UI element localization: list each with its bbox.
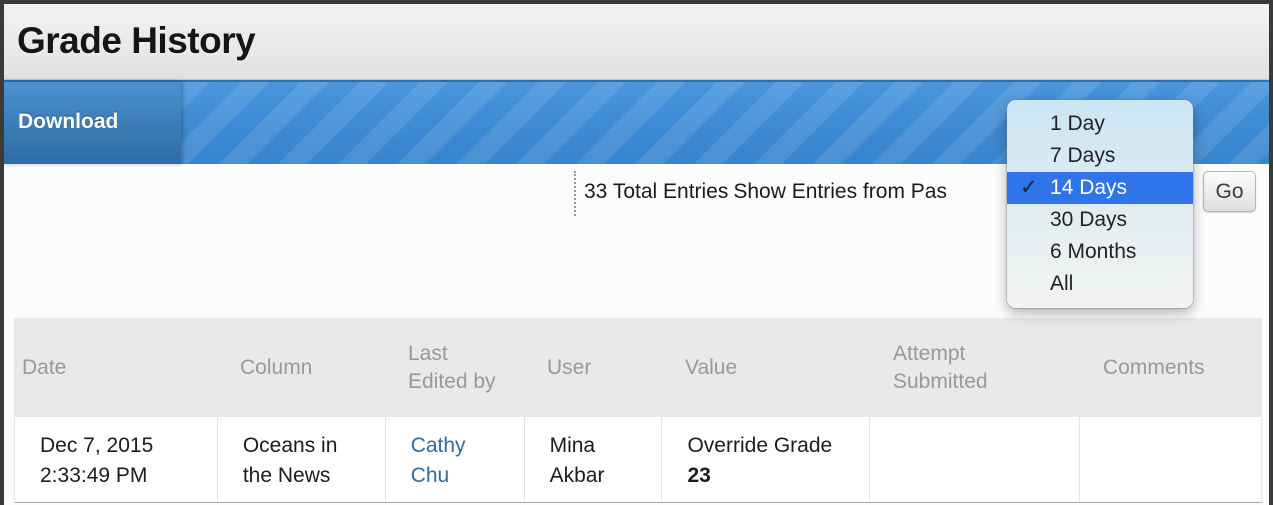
column-header-date: Date	[22, 355, 67, 379]
dotted-divider	[574, 171, 576, 216]
page-title: Grade History	[17, 20, 256, 61]
cell-attempt-submitted	[870, 417, 1081, 502]
column-header-user: User	[547, 355, 592, 379]
column-header-comments: Comments	[1103, 355, 1205, 379]
grade-history-table: Date Column Last Edited by User Value At…	[14, 318, 1262, 503]
dropdown-option-all[interactable]: All	[1050, 272, 1074, 295]
column-header-last-edited-by: Last Edited by	[408, 341, 496, 393]
total-entries-text: 33 Total Entries	[584, 180, 729, 203]
cell-comments	[1080, 417, 1262, 502]
download-button[interactable]: Download	[4, 82, 181, 164]
table-row: Dec 7, 2015 2:33:49 PM Oceans in the New…	[14, 417, 1262, 503]
cell-user: Mina Akbar	[525, 417, 663, 502]
period-dropdown-menu: 1 Day 7 Days ✓ 14 Days 30 Days 6 Months …	[1007, 100, 1193, 308]
entries-summary: 33 Total Entries Show Entries from Pas	[584, 177, 947, 207]
column-header-column: Column	[240, 355, 313, 379]
dropdown-option-1-day[interactable]: 1 Day	[1050, 112, 1105, 135]
checkmark-icon: ✓	[1020, 176, 1038, 199]
dropdown-option-30-days[interactable]: 30 Days	[1050, 208, 1128, 231]
column-header-value: Value	[685, 355, 738, 379]
cell-date: Dec 7, 2015 2:33:49 PM	[15, 417, 218, 502]
cell-value: Override Grade 23	[662, 417, 871, 502]
dropdown-option-6-months[interactable]: 6 Months	[1050, 240, 1137, 263]
filter-label: Show Entries from Pas	[733, 180, 947, 203]
cell-last-edited-by: Cathy Chu	[386, 417, 525, 502]
go-button[interactable]: Go	[1203, 171, 1256, 212]
value-number: 23	[687, 464, 711, 487]
dropdown-option-14-days[interactable]: ✓ 14 Days	[1007, 172, 1193, 204]
dropdown-option-7-days[interactable]: 7 Days	[1050, 144, 1116, 167]
dropdown-option-label: 14 Days	[1050, 176, 1128, 199]
table-header-row: Date Column Last Edited by User Value At…	[14, 318, 1262, 417]
last-edited-by-link[interactable]: Cathy Chu	[410, 434, 466, 487]
cell-column: Oceans in the News	[218, 417, 386, 502]
page-header: Grade History	[4, 4, 1269, 80]
column-header-attempt-submitted: Attempt Submitted	[893, 341, 988, 393]
